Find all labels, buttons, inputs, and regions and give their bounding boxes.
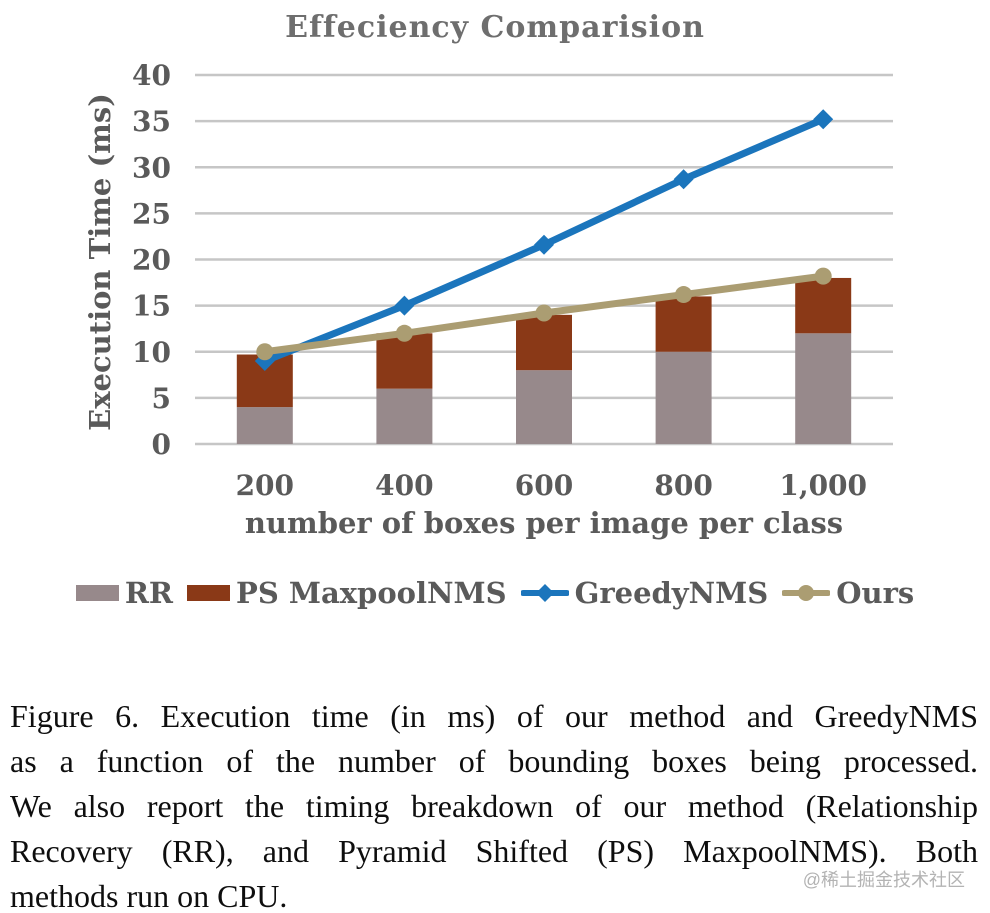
data-point-ours <box>395 324 413 342</box>
y-axis-title: Execution Time (ms) <box>83 93 117 431</box>
legend-label: PS MaxpoolNMS <box>236 576 507 610</box>
caption-line: Figure 6. Execution time (in ms) of our … <box>10 698 978 734</box>
legend-item-rr: RR <box>75 576 174 610</box>
legend-label: GreedyNMS <box>574 576 769 610</box>
data-point-greedynms <box>813 109 834 130</box>
x-axis-title: number of boxes per image per class <box>245 506 843 540</box>
legend-line-marker-icon <box>782 585 831 601</box>
tick-label-layer: 0 5 10 15 20 25 30 35 40 200 400 600 800 1,000 <box>132 59 867 502</box>
bar-segment-rr <box>516 370 572 444</box>
legend-item-ours: Ours <box>782 576 914 610</box>
y-tick-label: 20 <box>132 244 171 277</box>
chart-legend: RR PS MaxpoolNMS GreedyNMS Ours <box>0 576 990 610</box>
watermark-text: @稀土掘金技术社区 <box>802 870 965 890</box>
y-tick-label: 5 <box>152 382 171 415</box>
y-tick-label: 0 <box>152 428 171 461</box>
legend-marker <box>535 584 554 602</box>
bar-segment-ps-maxpoolnms <box>376 333 433 389</box>
x-tick-label: 400 <box>375 469 433 502</box>
legend-swatch-icon <box>187 585 231 601</box>
bar-segment-ps-maxpoolnms <box>516 314 572 371</box>
x-tick-label: 800 <box>654 469 712 502</box>
bar-segment-ps-maxpoolnms <box>795 277 852 334</box>
x-tick-label: 1,000 <box>779 469 867 502</box>
bar-segment-rr <box>795 333 852 444</box>
data-point-ours <box>535 304 553 322</box>
legend-label: RR <box>124 576 174 610</box>
x-tick-label: 200 <box>236 469 294 502</box>
data-point-ours <box>256 343 274 361</box>
legend-swatch-icon <box>75 585 119 601</box>
bar-segment-ps-maxpoolnms <box>655 296 712 352</box>
caption-line: methods run on CPU. <box>10 878 288 913</box>
caption-line: as a function of the number of bounding … <box>10 743 978 779</box>
y-tick-label: 30 <box>132 151 171 184</box>
gridline-layer <box>195 73 893 446</box>
y-tick-label: 35 <box>132 105 171 138</box>
data-point-greedynms <box>534 234 554 255</box>
bar-layer <box>236 277 852 444</box>
legend-item-ps-maxpoolnms: PS MaxpoolNMS <box>187 576 507 610</box>
x-tick-label: 600 <box>515 469 573 502</box>
legend-marker <box>798 585 815 601</box>
data-point-greedynms <box>673 169 694 190</box>
bar-segment-rr <box>655 351 712 444</box>
caption-line: We also report the timing breakdown of o… <box>10 788 978 824</box>
data-point-greedynms <box>394 295 415 316</box>
line-layer <box>254 109 834 371</box>
efficiency-chart-plot: 0 5 10 15 20 25 30 35 40 200 400 600 800 1,000 number… <box>83 59 893 540</box>
y-tick-label: 15 <box>132 290 171 323</box>
y-tick-label: 25 <box>132 197 171 230</box>
y-tick-label: 10 <box>132 336 171 369</box>
legend-item-greedynms: GreedyNMS <box>520 576 769 610</box>
bar-segment-rr <box>236 407 293 444</box>
data-point-ours <box>814 267 832 285</box>
y-tick-label: 40 <box>132 59 171 92</box>
legend-line-marker-icon <box>520 584 569 602</box>
data-point-ours <box>675 286 693 304</box>
bar-segment-rr <box>376 388 433 444</box>
chart-title: Effeciency Comparision <box>285 10 705 45</box>
legend-label: Ours <box>836 576 915 610</box>
caption-line: Recovery (RR), and Pyramid Shifted (PS) … <box>10 833 978 869</box>
figure-caption: Figure 6. Execution time (in ms) of our … <box>10 694 978 913</box>
